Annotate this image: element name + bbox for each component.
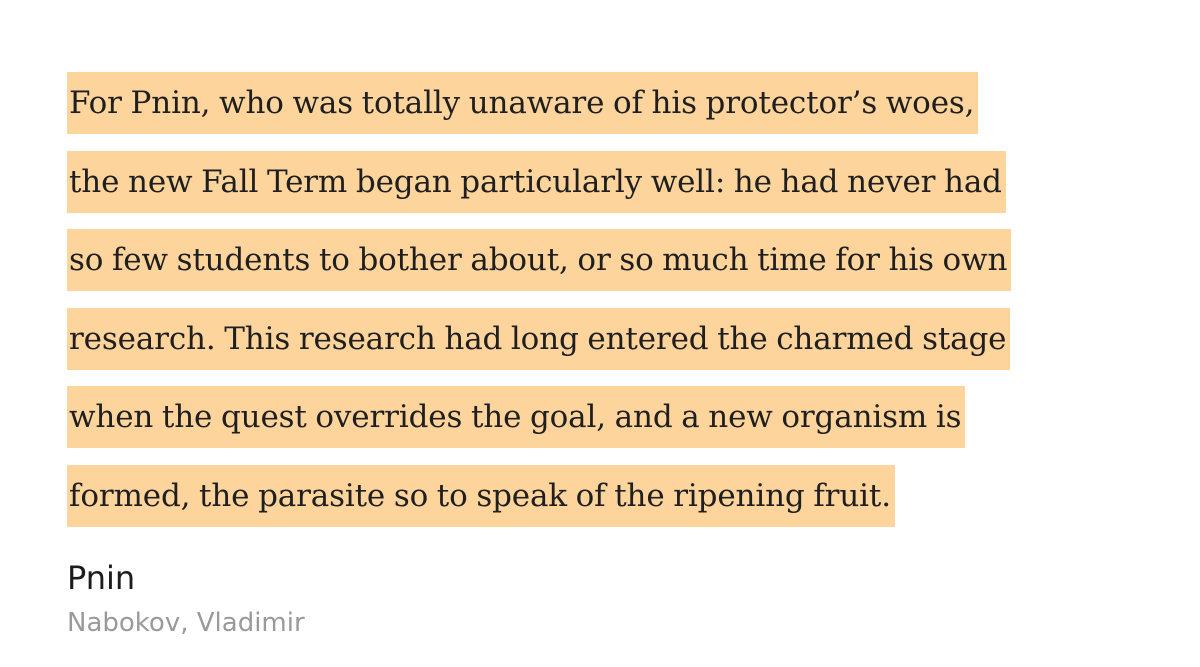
passage-line-1: For Pnin, who was totally unaware of his… [67,72,1147,151]
highlight-text: For Pnin, who was totally unaware of his… [67,72,979,134]
highlight-text: formed, the parasite so to speak of the … [67,464,895,527]
highlight-text: the new Fall Term began particularly wel… [67,150,1006,213]
highlight-text: so few students to bother about, or so m… [67,229,1012,291]
book-title: Pnin [67,559,136,597]
passage-line-3: so few students to bother about, or so m… [67,229,1147,308]
book-author: Nabokov, Vladimir [67,608,305,638]
highlight-text: research. This research had long entered… [67,307,1011,370]
highlighted-passage: For Pnin, who was totally unaware of his… [67,72,1147,543]
passage-line-6: formed, the parasite so to speak of the … [67,464,1147,544]
passage-line-5: when the quest overrides the goal, and a… [67,386,1147,465]
highlight-text: when the quest overrides the goal, and a… [67,386,966,448]
passage-line-4: research. This research had long entered… [67,307,1147,387]
passage-line-2: the new Fall Term began particularly wel… [67,150,1147,230]
